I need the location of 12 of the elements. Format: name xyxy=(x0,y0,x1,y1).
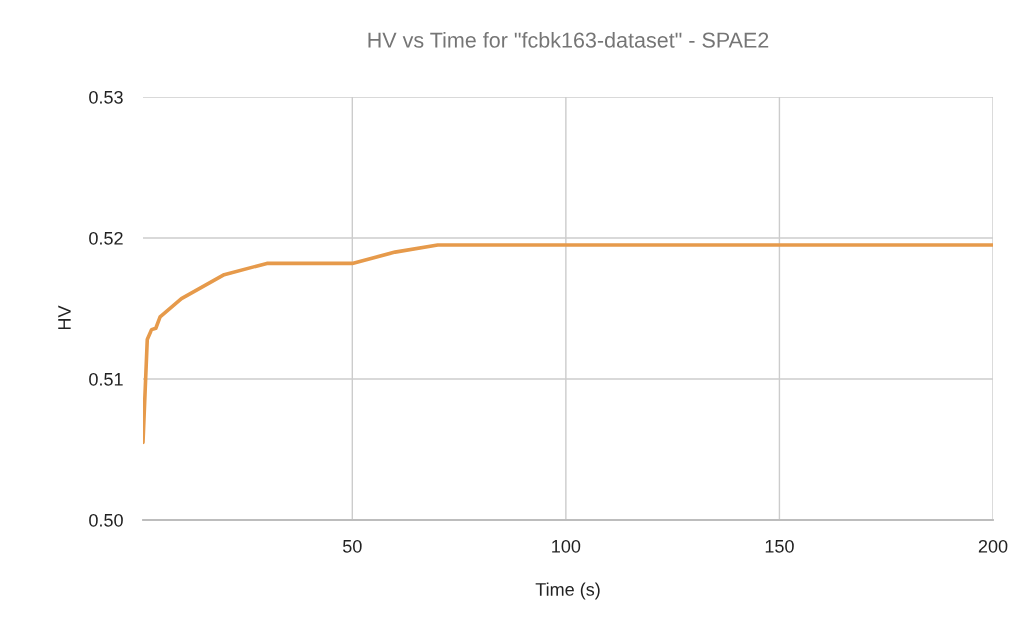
chart-title: HV vs Time for "fcbk163-dataset" - SPAE2 xyxy=(368,31,769,48)
line-series xyxy=(143,243,993,445)
y-tick-label: 0.50 xyxy=(89,513,123,527)
x-tick-label: 100 xyxy=(552,539,581,553)
y-tick-label: 0.53 xyxy=(89,90,123,104)
x-axis-title: Time (s) xyxy=(535,582,600,600)
x-tick-label: 200 xyxy=(978,539,1008,553)
x-tick-label: 50 xyxy=(342,539,362,553)
y-tick-label: 0.51 xyxy=(89,372,123,386)
x-tick-label: 150 xyxy=(765,539,794,553)
y-tick-label: 0.52 xyxy=(89,231,123,245)
y-axis-title: HV xyxy=(58,305,71,330)
